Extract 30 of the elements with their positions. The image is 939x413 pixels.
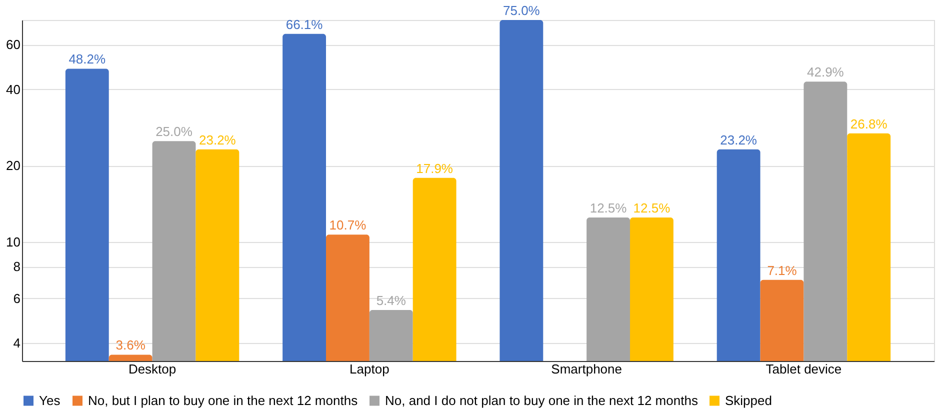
data-label: 5.4% — [376, 293, 406, 308]
x-tick-label: Desktop — [128, 362, 176, 376]
y-tick-label: 10 — [6, 234, 20, 250]
data-label: 3.6% — [116, 338, 146, 353]
legend-label: Yes — [39, 392, 61, 408]
x-tick-label: Smartphone — [551, 362, 622, 376]
data-label: 10.7% — [329, 218, 367, 233]
data-label: 42.9% — [806, 64, 844, 80]
x-tick-label: Tablet device — [766, 362, 842, 376]
data-label: 12.5% — [590, 200, 628, 216]
y-tick-label: 4 — [13, 336, 20, 351]
y-tick-label: 20 — [6, 158, 20, 174]
data-label: 26.8% — [850, 116, 888, 132]
data-label: 17.9% — [416, 160, 454, 176]
data-label: 7.1% — [767, 262, 798, 278]
data-label: 25.0% — [156, 124, 193, 140]
data-label: 23.2% — [720, 132, 758, 148]
x-tick-label: Laptop — [350, 362, 390, 376]
legend-label: No, but I plan to buy one in the next 12 months — [88, 392, 358, 408]
y-tick-label: 40 — [6, 82, 20, 97]
y-tick-label: 6 — [13, 290, 20, 306]
y-tick-label: 60 — [6, 37, 20, 52]
y-tick-label: 8 — [13, 259, 20, 274]
legend-label: Skipped — [725, 392, 772, 408]
legend-label: No, and I do not plan to buy one in the next 12 months — [385, 392, 698, 408]
data-label: 75.0% — [502, 3, 540, 18]
data-label: 12.5% — [633, 200, 671, 216]
data-label: 23.2% — [198, 132, 236, 148]
data-label: 66.1% — [286, 16, 324, 32]
data-label: 48.2% — [68, 52, 106, 67]
